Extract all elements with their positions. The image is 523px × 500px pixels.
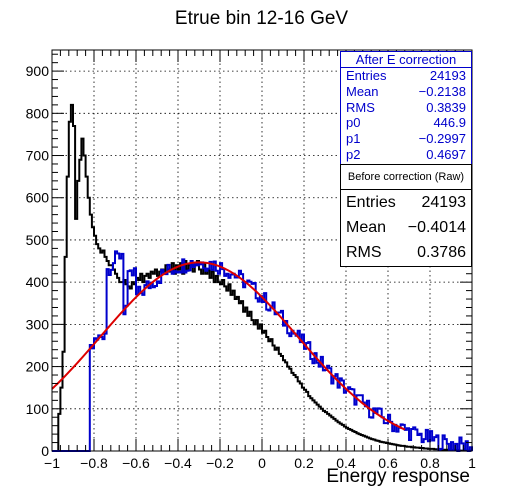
stats-before-row: Mean −0.4014	[341, 215, 471, 240]
x-tick-label: −1	[44, 455, 60, 471]
stats-label: RMS	[346, 244, 382, 261]
stats-after-row: p1 −0.2997	[341, 131, 471, 147]
x-tick-label: 0.4	[336, 455, 356, 471]
stats-value: 24193	[429, 68, 466, 83]
y-tick-label: 300	[26, 316, 50, 332]
stats-label: Entries	[346, 194, 396, 211]
x-tick-label: −0.8	[80, 455, 108, 471]
y-tick-label: 0	[41, 443, 49, 459]
stats-label: RMS	[346, 99, 375, 115]
x-tick-label: −0.4	[164, 455, 192, 471]
stats-box-after-correction: After E correction Entries 24193 Mean −0.2…	[340, 51, 472, 165]
stats-value: 446.9	[433, 115, 466, 131]
before-correction-caption: Before correction (Raw)	[340, 164, 472, 190]
stats-after-row: p2 0.4697	[341, 147, 471, 163]
x-tick-label: −0.6	[122, 455, 150, 471]
y-tick-label: 900	[26, 63, 50, 79]
stats-label: p2	[346, 146, 361, 162]
stats-after-header: After E correction	[341, 52, 471, 68]
x-tick-label: 0.2	[294, 455, 314, 471]
stats-label: Entries	[346, 68, 387, 83]
stats-after-row: RMS 0.3839	[341, 100, 471, 116]
stats-label: Mean	[346, 219, 387, 236]
chart-title: Etrue bin 12-16 GeV	[174, 8, 349, 29]
y-tick-label: 400	[26, 274, 50, 290]
x-axis-label: Energy response	[326, 466, 470, 487]
x-tick-label: 1	[468, 455, 476, 471]
gaussian-fit-curve	[51, 261, 406, 431]
stats-before-row: Entries 24193	[341, 190, 471, 215]
stats-label: Mean	[346, 83, 379, 99]
stats-box-before-correction: Entries 24193 Mean −0.4014 RMS 0.3786	[340, 189, 472, 267]
x-tick-label: 0.8	[420, 455, 440, 471]
x-tick-label: −0.2	[206, 455, 234, 471]
y-tick-label: 600	[26, 190, 50, 206]
stats-value: 0.3839	[426, 99, 466, 115]
y-tick-label: 800	[26, 105, 50, 121]
stats-label: p0	[346, 115, 361, 131]
y-tick-label: 100	[26, 401, 50, 417]
stats-value: 24193	[421, 194, 467, 211]
y-tick-label: 500	[26, 232, 50, 248]
stats-value: −0.2138	[418, 83, 466, 99]
stats-after-row: p0 446.9	[341, 115, 471, 131]
x-tick-label: 0.6	[378, 455, 398, 471]
x-tick-label: 0	[258, 455, 266, 471]
stats-label: p1	[346, 131, 361, 147]
stats-after-row: Entries 24193	[341, 68, 471, 84]
stats-before-row: RMS 0.3786	[341, 240, 471, 265]
stats-value: 0.4697	[426, 146, 466, 162]
histogram-raw	[52, 103, 473, 452]
stats-after-row: Mean −0.2138	[341, 84, 471, 100]
histogram-corrected	[52, 250, 473, 452]
y-tick-label: 700	[26, 148, 50, 164]
stats-value: −0.4014	[407, 219, 466, 236]
stats-value: −0.2997	[418, 131, 466, 147]
stats-value: 0.3786	[417, 244, 466, 261]
y-tick-label: 200	[26, 359, 50, 375]
